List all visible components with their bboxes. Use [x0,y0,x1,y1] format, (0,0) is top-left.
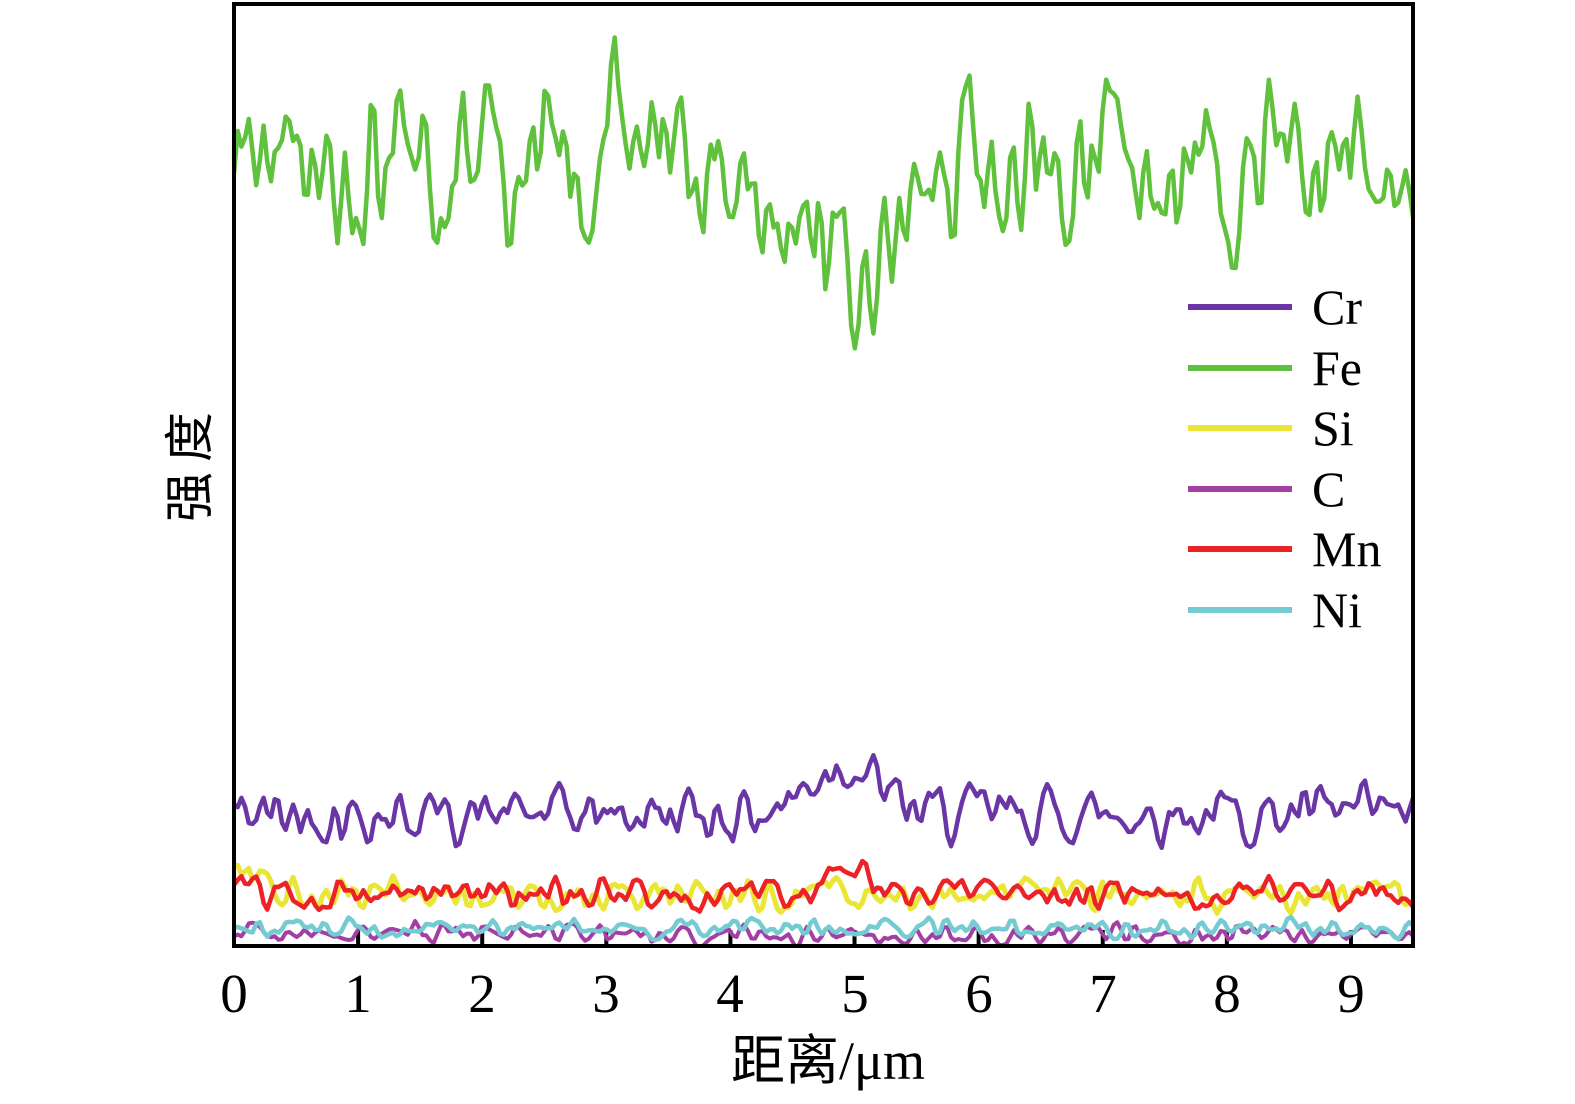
c-swatch [1188,485,1292,492]
x-tick-label-3: 3 [592,963,620,1024]
legend-item-mn: Mn [1188,519,1381,580]
x-tick-label-9: 9 [1337,963,1365,1024]
ni-swatch [1188,606,1292,613]
x-tick-label-2: 2 [468,963,496,1024]
x-tick-label-4: 4 [716,963,744,1024]
si-swatch [1188,425,1292,432]
series-line-mn [234,858,1413,914]
series-lines [234,35,1413,946]
fe-swatch [1188,364,1292,371]
legend: Cr Fe Si C Mn Ni [1188,277,1381,640]
y-axis-title: 强度 [162,402,218,522]
legend-item-ni: Ni [1188,580,1381,641]
x-tick-label-5: 5 [841,963,869,1024]
legend-item-si: Si [1188,398,1381,459]
legend-label-ni: Ni [1312,581,1362,638]
x-tick-label-8: 8 [1213,963,1241,1024]
legend-item-fe: Fe [1188,338,1381,399]
x-tick-label-6: 6 [965,963,993,1024]
legend-item-c: C [1188,459,1381,520]
x-axis-title: 距离/μm [731,1031,925,1091]
series-line-cr [234,752,1413,851]
legend-label-c: C [1312,460,1346,517]
x-tick-label-7: 7 [1089,963,1117,1024]
series-line-fe [234,35,1413,351]
series-line-ni [234,914,1413,943]
mn-swatch [1188,546,1292,553]
x-tick-label-0: 0 [220,963,248,1024]
x-tick-label-1: 1 [344,963,372,1024]
legend-item-cr: Cr [1188,277,1381,338]
legend-label-cr: Cr [1312,279,1362,336]
plot-frame [232,2,1415,948]
cr-swatch [1188,304,1292,311]
legend-label-mn: Mn [1312,521,1382,578]
legend-label-si: Si [1312,400,1354,457]
legend-label-fe: Fe [1312,339,1362,396]
